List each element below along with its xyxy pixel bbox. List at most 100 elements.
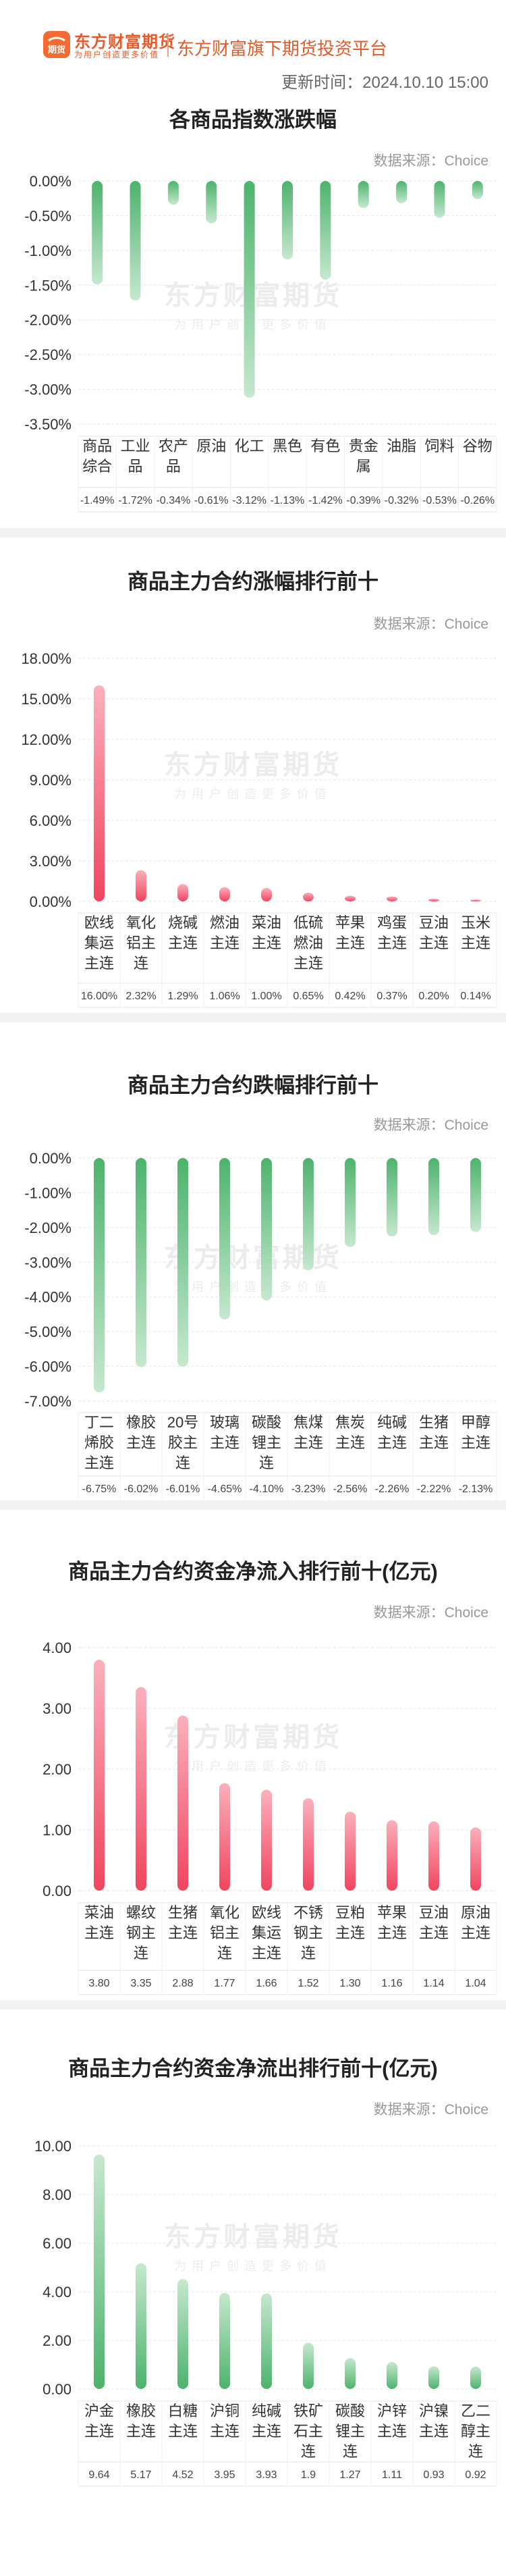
chart-source: 数据来源：Choice: [373, 1605, 488, 1621]
header-divider: [167, 34, 169, 57]
y-tick-label: -2.00%: [24, 312, 72, 329]
x-category-label: 连: [175, 1454, 190, 1471]
x-category-label: 烯胶: [84, 1434, 114, 1451]
x-category-label: 主连: [377, 1434, 407, 1451]
x-category-label: 黑色: [273, 438, 302, 454]
y-tick-label: 2.00: [43, 2332, 72, 2349]
x-category-label: 主连: [335, 935, 365, 951]
x-category-label: 苹果: [335, 914, 365, 931]
x-category-label: 欧线: [252, 1904, 281, 1921]
y-tick-label: 6.00: [43, 2235, 72, 2252]
bar: [345, 1812, 356, 1891]
brand-name: 东方财富期货: [74, 33, 175, 51]
x-category-label: 贵金: [349, 438, 378, 454]
bar: [470, 899, 481, 901]
x-category-label: 菜油: [84, 1904, 114, 1921]
x-category-label: 醇主: [461, 2423, 490, 2440]
x-category-label: 主连: [210, 2423, 240, 2440]
bar: [219, 887, 230, 901]
data-value-label: -1.72%: [118, 495, 152, 506]
bar: [261, 1789, 272, 1891]
x-category-label: 主连: [168, 1924, 198, 1941]
x-category-label: 主连: [210, 1434, 240, 1451]
update-time: 更新时间：2024.10.10 15:00: [281, 74, 488, 92]
data-value-label: 16.00%: [81, 991, 117, 1002]
bar: [387, 1820, 397, 1891]
x-category-label: 工业: [121, 438, 150, 454]
x-category-label: 石主: [293, 2423, 323, 2440]
x-category-label: 谷物: [463, 438, 493, 454]
x-category-label: 商品: [82, 438, 112, 454]
x-category-label: 连: [301, 1945, 316, 1962]
data-value-label: -2.22%: [417, 1483, 451, 1495]
bar: [428, 899, 439, 901]
y-tick-label: -4.00%: [24, 1289, 72, 1306]
x-category-label: 主连: [126, 1434, 156, 1451]
data-value-label: 9.64: [88, 2469, 109, 2481]
x-category-label: 主连: [461, 1434, 490, 1451]
x-category-label: 集运: [84, 935, 114, 951]
bar: [470, 1158, 481, 1232]
x-category-label: 综合: [82, 458, 112, 475]
y-tick-label: 0.00%: [30, 893, 72, 910]
x-category-label: 连: [134, 955, 148, 972]
x-category-label: 钢主: [126, 1924, 156, 1941]
x-category-label: 乙二: [461, 2402, 490, 2419]
x-category-label: 主连: [377, 1924, 407, 1941]
y-tick-label: -2.50%: [24, 346, 72, 363]
y-tick-label: 0.00%: [30, 173, 72, 190]
data-value-label: 1.9: [301, 2469, 316, 2481]
x-category-label: 主连: [461, 1924, 490, 1941]
bar: [261, 1158, 272, 1300]
y-tick-label: 15.00%: [21, 691, 72, 708]
y-tick-label: -3.50%: [24, 416, 72, 433]
chart-section-net-inflow: 商品主力合约资金净流入排行前十(亿元) 数据来源：Choice 东方财富期货 为…: [0, 1513, 506, 1999]
section-separator: [0, 1500, 506, 1510]
y-tick-label: 3.00%: [30, 853, 72, 870]
bar: [177, 1715, 188, 1891]
y-tick-label: -3.00%: [24, 382, 72, 398]
data-value-label: 1.52: [298, 1978, 318, 1989]
y-tick-label: 4.00: [43, 2284, 72, 2301]
x-category-label: 主连: [419, 1434, 449, 1451]
x-category-label: 橡胶: [126, 2402, 156, 2419]
chart-title: 商品主力合约涨幅排行前十: [128, 570, 378, 594]
data-value-label: 1.77: [214, 1978, 235, 1989]
chart-svg: 0.00% -0.50% -1.00% -1.50% -2.00% -2.50% -3.00…: [24, 173, 497, 512]
x-category-label: 主连: [293, 1434, 323, 1451]
x-category-label: 主连: [293, 955, 323, 972]
chart-section-top-losers: 商品主力合约跌幅排行前十 数据来源：Choice 东方财富期货 为用户创造更多价…: [0, 1026, 506, 1499]
bar: [136, 870, 146, 901]
y-tick-label: 10.00: [34, 2138, 72, 2155]
x-category-label: 沪锌: [377, 2402, 407, 2419]
x-category-label: 连: [468, 2443, 483, 2460]
y-tick-label: 12.00%: [21, 731, 72, 748]
bar: [470, 2366, 481, 2389]
x-category-label: 20号: [167, 1414, 198, 1431]
x-category-label: 豆油: [419, 1904, 449, 1921]
bar: [130, 181, 141, 300]
bar: [470, 1827, 481, 1891]
bar: [206, 181, 217, 224]
x-category-label: 燃油: [293, 935, 323, 951]
y-tick-label: 9.00%: [30, 772, 72, 789]
x-category-label: 主连: [419, 1924, 449, 1941]
x-category-label: 纯碱: [252, 2402, 281, 2419]
x-category-label: 橡胶: [126, 1414, 156, 1431]
bar: [219, 1158, 230, 1320]
y-tick-label: -5.00%: [24, 1323, 72, 1340]
y-tick-label: 1.00: [43, 1822, 72, 1839]
x-category-label: 玉米: [461, 914, 490, 931]
bar: [167, 181, 179, 205]
x-category-label: 欧线: [84, 914, 114, 931]
x-category-label: 主连: [168, 935, 198, 951]
x-category-label: 螺纹: [126, 1904, 156, 1921]
x-category-label: 主连: [461, 935, 490, 951]
x-category-label: 主连: [335, 1924, 365, 1941]
x-category-label: 品: [166, 458, 181, 475]
x-category-label: 丁二: [84, 1414, 114, 1431]
bar: [94, 1158, 105, 1393]
data-value-label: 1.29%: [167, 991, 198, 1002]
data-value-label: 1.04: [465, 1978, 486, 1989]
x-category-label: 玻璃: [210, 1414, 240, 1431]
